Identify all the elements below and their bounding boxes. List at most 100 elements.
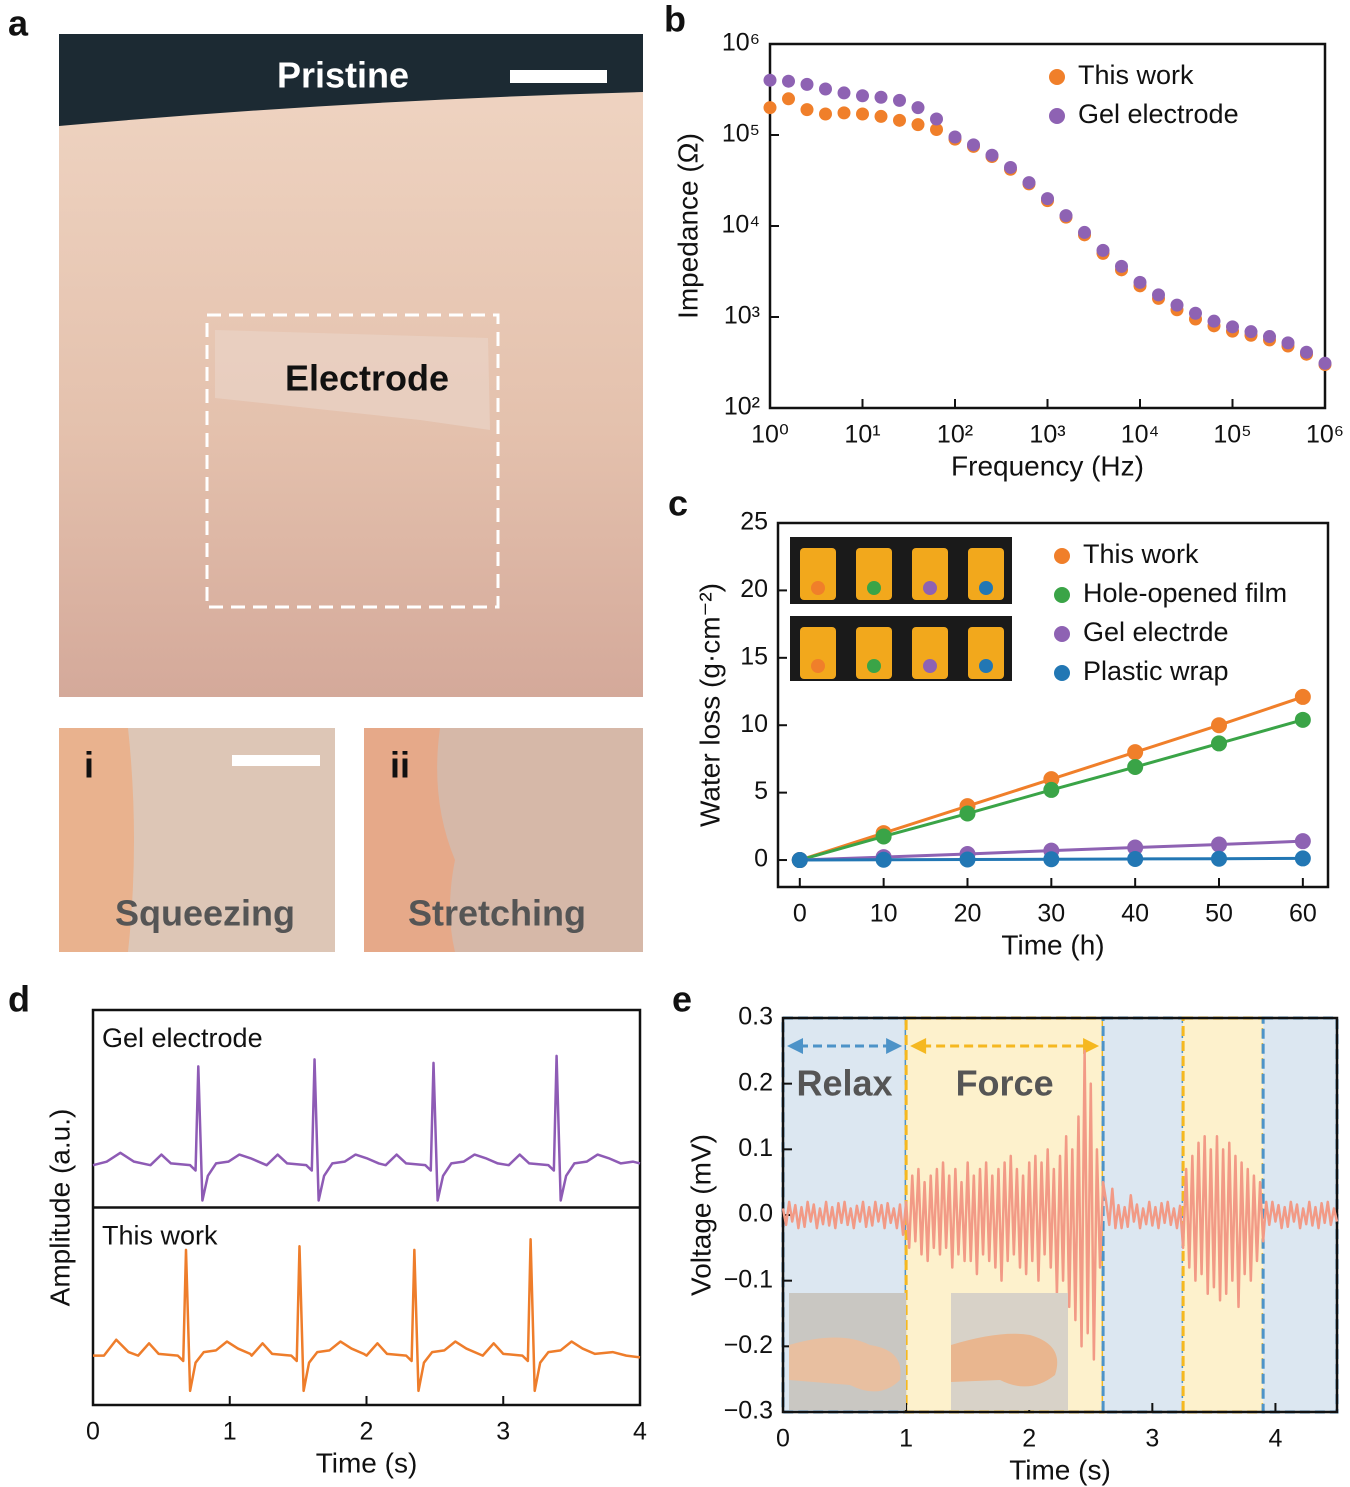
y-tick-label: 10⁵ bbox=[722, 120, 760, 148]
marker bbox=[1115, 259, 1129, 273]
x-tick-label: 10² bbox=[937, 421, 973, 449]
marker bbox=[1003, 160, 1017, 174]
marker bbox=[911, 118, 925, 132]
marker bbox=[1041, 192, 1054, 206]
x-tick-label: 0 bbox=[793, 900, 807, 928]
y-tick-label: 5 bbox=[754, 777, 768, 805]
marker bbox=[874, 90, 888, 104]
skin-edge bbox=[364, 728, 455, 952]
marker bbox=[763, 73, 777, 87]
y-axis-title: Amplitude (a.u.) bbox=[44, 1109, 75, 1307]
legend-marker bbox=[1049, 108, 1065, 124]
marker bbox=[1294, 688, 1311, 705]
marker bbox=[874, 109, 888, 123]
marker bbox=[1294, 833, 1311, 850]
marker bbox=[1188, 306, 1202, 320]
marker bbox=[1263, 330, 1277, 344]
legend-marker bbox=[1049, 69, 1065, 85]
y-axis-title: Water loss (g·cm⁻²) bbox=[694, 583, 725, 827]
x-tick-label: 10³ bbox=[1029, 421, 1065, 449]
series-line bbox=[93, 1237, 641, 1393]
marker bbox=[1059, 209, 1073, 223]
marker bbox=[893, 93, 907, 107]
marker bbox=[800, 103, 814, 117]
panel-label: a bbox=[8, 3, 29, 44]
x-tick-label: 30 bbox=[1037, 900, 1065, 928]
marker bbox=[875, 828, 892, 845]
y-tick-label: 0.2 bbox=[738, 1068, 773, 1096]
marker bbox=[967, 138, 981, 152]
x-tick-label: 2 bbox=[360, 1418, 374, 1446]
panel-label: c bbox=[668, 483, 688, 524]
marker bbox=[1318, 356, 1332, 370]
x-tick-label: 1 bbox=[223, 1418, 237, 1446]
marker bbox=[893, 113, 907, 127]
y-tick-label: 10⁴ bbox=[721, 211, 760, 239]
marker bbox=[782, 74, 796, 88]
annotation-label: Relax bbox=[797, 1063, 893, 1104]
x-tick-label: 0 bbox=[776, 1425, 790, 1453]
marker bbox=[1096, 243, 1110, 257]
marker bbox=[985, 148, 999, 162]
marker bbox=[948, 130, 962, 144]
marker bbox=[1170, 298, 1184, 312]
x-tick-label: 60 bbox=[1289, 900, 1317, 928]
electrode-box bbox=[205, 313, 500, 609]
marker bbox=[1207, 314, 1221, 328]
x-tick-label: 20 bbox=[954, 900, 982, 928]
marker bbox=[930, 112, 944, 126]
y-tick-label: 10 bbox=[740, 710, 768, 738]
scale-bar bbox=[510, 70, 607, 83]
y-tick-label: −0.1 bbox=[724, 1265, 773, 1293]
marker bbox=[1211, 717, 1228, 734]
legend-label: Gel electrde bbox=[1083, 617, 1229, 647]
photo-title: Pristine bbox=[277, 55, 409, 96]
marker bbox=[1152, 288, 1166, 302]
marker bbox=[818, 107, 832, 121]
marker bbox=[856, 89, 869, 103]
y-tick-label: 0.0 bbox=[738, 1200, 773, 1228]
x-tick-label: 3 bbox=[496, 1418, 510, 1446]
hand-photo bbox=[789, 1293, 1068, 1410]
y-tick-label: 0.3 bbox=[738, 1003, 773, 1031]
y-tick-label: 15 bbox=[740, 642, 768, 670]
plot-frame bbox=[776, 521, 1330, 889]
marker bbox=[1043, 851, 1060, 868]
marker bbox=[1078, 225, 1092, 239]
jar-photo bbox=[790, 537, 1012, 681]
marker bbox=[782, 92, 796, 106]
x-tick-label: 40 bbox=[1121, 900, 1149, 928]
x-axis-title: Time (s) bbox=[1009, 1454, 1111, 1485]
marker bbox=[1043, 781, 1060, 798]
series-line bbox=[781, 1049, 1339, 1361]
series-label: This work bbox=[102, 1221, 218, 1251]
scale-bar bbox=[232, 755, 320, 766]
region bbox=[1181, 1016, 1265, 1414]
x-axis-title: Time (s) bbox=[316, 1447, 418, 1478]
marker bbox=[837, 86, 851, 100]
charts: b 10⁰ 10¹ 10² 10³ 10⁴ 10⁵ 10⁶ 10² 10³ 10⁴ 10⁵ 10⁶ Fre… bbox=[8, 0, 1344, 1485]
panel-label: e bbox=[672, 979, 692, 1020]
marker bbox=[1300, 345, 1314, 359]
x-axis-title: Frequency (Hz) bbox=[951, 450, 1144, 481]
series-line bbox=[92, 1054, 641, 1202]
marker bbox=[1244, 325, 1258, 339]
inset-label: i bbox=[84, 745, 94, 786]
x-tick-label: 10⁰ bbox=[751, 421, 789, 449]
x-tick-label: 4 bbox=[1268, 1425, 1282, 1453]
skin-edge bbox=[59, 728, 134, 952]
panel-label: b bbox=[664, 0, 686, 40]
marker bbox=[959, 805, 976, 822]
y-tick-label: 10² bbox=[724, 393, 760, 421]
y-tick-label: 10⁶ bbox=[722, 29, 760, 57]
marker bbox=[1211, 836, 1228, 853]
x-tick-label: 50 bbox=[1205, 900, 1233, 928]
marker bbox=[911, 101, 925, 115]
x-tick-label: 10⁶ bbox=[1306, 421, 1344, 449]
x-tick-label: 10¹ bbox=[844, 421, 880, 449]
legend-marker bbox=[1054, 626, 1070, 642]
x-tick-label: 10 bbox=[870, 900, 898, 928]
marker bbox=[1211, 850, 1228, 867]
marker bbox=[959, 851, 976, 868]
